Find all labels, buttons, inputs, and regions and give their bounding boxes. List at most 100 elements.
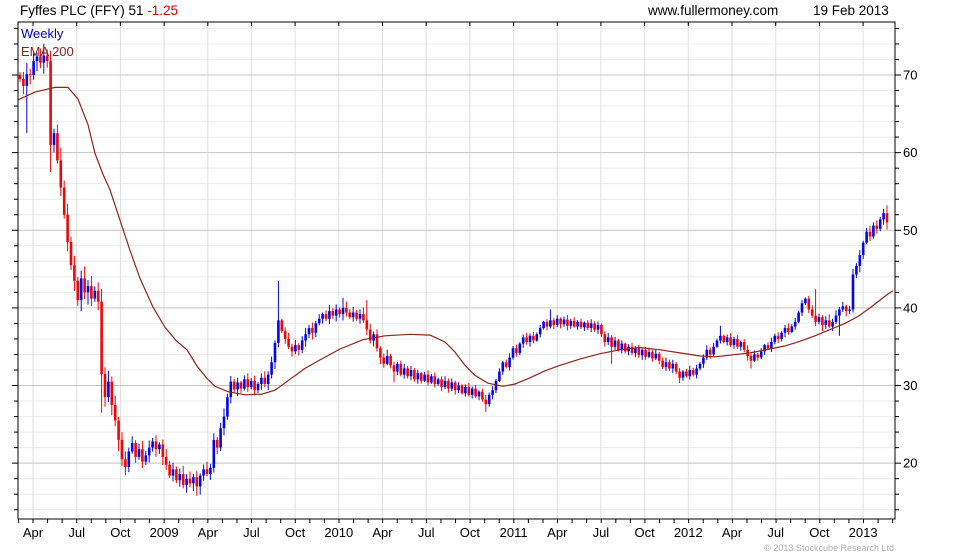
candle-body xyxy=(566,319,569,326)
candle-body xyxy=(501,362,505,372)
candle-body xyxy=(239,382,243,389)
candle-body xyxy=(586,322,590,329)
candle-body xyxy=(702,357,705,364)
candle-body xyxy=(56,133,59,161)
candle-body xyxy=(698,363,702,369)
candle-body xyxy=(195,477,199,487)
candle-body xyxy=(858,255,862,266)
candle-body xyxy=(841,306,845,310)
candle-body xyxy=(671,363,675,369)
candle-body xyxy=(657,353,661,361)
candle-body xyxy=(328,310,331,319)
candle-body xyxy=(729,337,732,346)
candle-body xyxy=(90,286,93,299)
x-axis-label: Apr xyxy=(23,525,44,540)
candle-body xyxy=(266,374,270,384)
copyright-label: © 2013 Stockcube Research Ltd xyxy=(764,543,894,553)
x-axis-label: Jul xyxy=(767,525,784,540)
candle-body xyxy=(450,382,454,389)
candle-body xyxy=(610,337,613,347)
candle-body xyxy=(617,340,620,350)
candle-body xyxy=(334,309,338,316)
candle-body xyxy=(433,376,437,384)
candle-body xyxy=(202,469,205,476)
candle-body xyxy=(396,363,399,372)
candle-body xyxy=(511,348,515,358)
x-axis-label: Oct xyxy=(110,525,131,540)
candle-body xyxy=(464,387,467,394)
candle-body xyxy=(878,219,882,229)
candle-body xyxy=(518,343,522,353)
candle-body xyxy=(229,381,233,398)
candle-body xyxy=(120,439,124,460)
candle-body xyxy=(283,331,287,339)
candle-body xyxy=(783,328,787,333)
candle-body xyxy=(504,362,508,367)
candle-body xyxy=(780,332,783,339)
x-axis-label: Jul xyxy=(418,525,435,540)
candle-body xyxy=(766,345,770,349)
candle-body xyxy=(430,376,433,383)
candle-body xyxy=(685,371,688,377)
candle-body xyxy=(232,381,236,390)
candle-body xyxy=(171,469,175,476)
candle-body xyxy=(389,356,392,366)
candle-body xyxy=(562,319,566,325)
candle-body xyxy=(117,420,120,440)
candle-body xyxy=(634,348,637,353)
candle-body xyxy=(868,231,872,237)
candle-body xyxy=(725,337,729,343)
candle-body xyxy=(498,371,501,381)
candle-body xyxy=(66,214,69,242)
candle-body xyxy=(882,213,885,220)
candle-body xyxy=(838,309,841,316)
candle-body xyxy=(705,349,709,358)
candle-body xyxy=(321,314,324,319)
candle-body xyxy=(436,379,440,384)
candle-body xyxy=(127,451,131,468)
y-axis-label: 50 xyxy=(903,223,917,238)
x-axis-label: Apr xyxy=(722,525,743,540)
candle-body xyxy=(589,323,593,329)
candle-body xyxy=(525,337,528,343)
ema-200-line xyxy=(17,86,894,396)
candle-body xyxy=(42,55,46,63)
candle-body xyxy=(800,303,804,313)
candle-body xyxy=(640,349,644,356)
candle-body xyxy=(457,385,460,391)
x-axis-label: Oct xyxy=(809,525,830,540)
candle-body xyxy=(426,374,430,383)
candle-body xyxy=(797,312,800,322)
candle-body xyxy=(742,342,746,350)
candle-body xyxy=(695,368,698,375)
candle-body xyxy=(521,337,525,344)
chart-title: Fyffes PLC (FFY) 51 -1.25 xyxy=(20,3,178,18)
candle-body xyxy=(382,357,386,364)
x-axis-label: Apr xyxy=(372,525,393,540)
candle-body xyxy=(402,368,406,375)
candle-body xyxy=(552,320,556,325)
x-axis-label: Oct xyxy=(634,525,655,540)
candle-body xyxy=(18,75,22,79)
x-axis-label: 2013 xyxy=(849,525,878,540)
candle-body xyxy=(39,56,42,63)
candle-body xyxy=(647,352,651,357)
candle-body xyxy=(25,74,29,86)
candle-body xyxy=(453,382,457,391)
candle-body xyxy=(535,334,539,341)
candle-body xyxy=(280,320,284,332)
candle-body xyxy=(304,334,307,341)
candle-body xyxy=(491,390,494,395)
candle-body xyxy=(844,306,848,311)
candle-body xyxy=(494,380,498,391)
candle-body xyxy=(583,322,586,328)
candle-body xyxy=(691,369,695,375)
candle-body xyxy=(749,356,753,361)
candle-body xyxy=(804,298,807,304)
x-axis-label: Apr xyxy=(547,525,568,540)
candle-body xyxy=(790,326,794,332)
candle-body xyxy=(467,387,471,395)
candle-body xyxy=(545,321,549,327)
candle-body xyxy=(848,309,851,311)
